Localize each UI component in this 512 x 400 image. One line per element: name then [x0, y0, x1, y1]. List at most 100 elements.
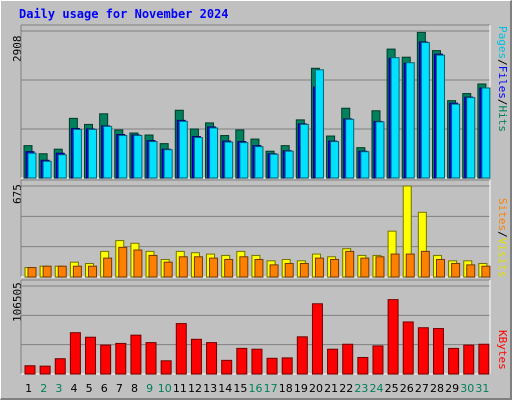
bar-kbytes-28 — [432, 328, 444, 375]
bar-kbytes-16 — [251, 348, 263, 375]
bar-sites-31 — [481, 265, 491, 278]
bar-pages-19 — [299, 123, 309, 179]
bar-pages-18 — [284, 150, 294, 179]
bar-kbytes-18 — [281, 357, 293, 375]
bar-pages-2 — [42, 160, 52, 179]
bar-sites-3 — [57, 265, 67, 278]
bar-pages-31 — [481, 87, 491, 179]
bar-sites-6 — [103, 257, 113, 278]
bar-sites-8 — [133, 249, 143, 278]
bar-pages-20 — [314, 69, 324, 179]
bar-pages-13 — [209, 127, 219, 179]
bar-sites-5 — [88, 265, 98, 278]
bar-kbytes-1 — [24, 365, 36, 375]
bar-sites-26 — [405, 253, 415, 278]
day-label-29: 29 — [445, 382, 459, 395]
day-label-23: 23 — [354, 382, 368, 395]
bar-pages-8 — [133, 135, 143, 179]
bar-pages-28 — [435, 54, 445, 179]
day-label-6: 6 — [101, 382, 108, 395]
bar-pages-27 — [420, 42, 430, 179]
bar-pages-17 — [269, 153, 279, 179]
bar-pages-5 — [88, 128, 98, 179]
bar-kbytes-19 — [296, 336, 308, 375]
bar-pages-15 — [239, 142, 249, 179]
bar-pages-3 — [57, 154, 67, 179]
bar-pages-10 — [163, 149, 173, 179]
day-label-12: 12 — [188, 382, 202, 395]
bar-sites-29 — [451, 263, 461, 278]
bar-sites-24 — [375, 256, 385, 278]
bar-pages-26 — [405, 62, 415, 179]
day-label-18: 18 — [279, 382, 293, 395]
bar-sites-1 — [27, 267, 37, 278]
bar-pages-30 — [466, 97, 476, 179]
bar-pages-24 — [375, 121, 385, 179]
bar-kbytes-14 — [221, 359, 233, 375]
chart-title: Daily usage for November 2024 — [19, 7, 229, 21]
bar-pages-11 — [178, 120, 188, 179]
day-label-19: 19 — [294, 382, 308, 395]
bar-sites-13 — [209, 257, 219, 278]
day-label-21: 21 — [324, 382, 338, 395]
bar-kbytes-10 — [160, 360, 172, 375]
day-label-3: 3 — [55, 382, 62, 395]
bar-pages-22 — [345, 118, 355, 179]
bar-kbytes-9 — [145, 342, 157, 375]
bar-kbytes-12 — [190, 338, 202, 375]
bar-kbytes-13 — [206, 342, 218, 375]
bar-sites-23 — [360, 257, 370, 278]
bar-kbytes-6 — [100, 344, 112, 375]
bar-sites-17 — [269, 264, 279, 278]
bar-sites-20 — [314, 257, 324, 278]
bar-sites-25 — [390, 253, 400, 278]
day-label-15: 15 — [233, 382, 247, 395]
bar-kbytes-7 — [115, 342, 127, 375]
bar-sites-30 — [466, 264, 476, 278]
bar-pages-14 — [224, 141, 234, 179]
bar-pages-16 — [254, 146, 264, 179]
bar-sites-27 — [420, 250, 430, 278]
bar-kbytes-21 — [327, 348, 339, 375]
day-label-9: 9 — [146, 382, 153, 395]
bar-kbytes-15 — [236, 347, 248, 375]
bar-kbytes-29 — [448, 347, 460, 375]
day-label-28: 28 — [430, 382, 444, 395]
day-label-31: 31 — [475, 382, 489, 395]
day-label-10: 10 — [158, 382, 172, 395]
bar-sites-11 — [178, 256, 188, 278]
bar-kbytes-20 — [311, 303, 323, 375]
bar-sites-4 — [72, 265, 82, 278]
bar-pages-9 — [148, 141, 158, 179]
day-label-11: 11 — [173, 382, 187, 395]
bar-pages-21 — [330, 141, 340, 179]
bar-pages-23 — [360, 151, 370, 179]
bar-kbytes-26 — [402, 321, 414, 375]
day-label-24: 24 — [370, 382, 384, 395]
bar-pages-29 — [451, 103, 461, 179]
bar-sites-9 — [148, 254, 158, 278]
bar-kbytes-31 — [478, 343, 490, 375]
day-label-16: 16 — [249, 382, 263, 395]
bar-sites-21 — [330, 258, 340, 278]
bar-kbytes-11 — [175, 323, 187, 375]
bar-kbytes-23 — [357, 356, 369, 375]
bar-pages-7 — [118, 135, 128, 179]
bar-pages-6 — [103, 125, 113, 179]
bar-sites-19 — [299, 263, 309, 278]
day-label-1: 1 — [25, 382, 32, 395]
bar-pages-25 — [390, 57, 400, 179]
bar-sites-15 — [239, 256, 249, 278]
bar-pages-12 — [193, 137, 203, 179]
day-label-4: 4 — [70, 382, 77, 395]
bar-kbytes-5 — [85, 336, 97, 375]
bar-sites-18 — [284, 263, 294, 278]
day-label-17: 17 — [264, 382, 278, 395]
day-label-14: 14 — [218, 382, 232, 395]
bar-sites-22 — [345, 250, 355, 278]
bar-kbytes-22 — [342, 343, 354, 375]
day-label-5: 5 — [86, 382, 93, 395]
bar-pages-1 — [27, 152, 37, 179]
bar-kbytes-25 — [387, 299, 399, 375]
